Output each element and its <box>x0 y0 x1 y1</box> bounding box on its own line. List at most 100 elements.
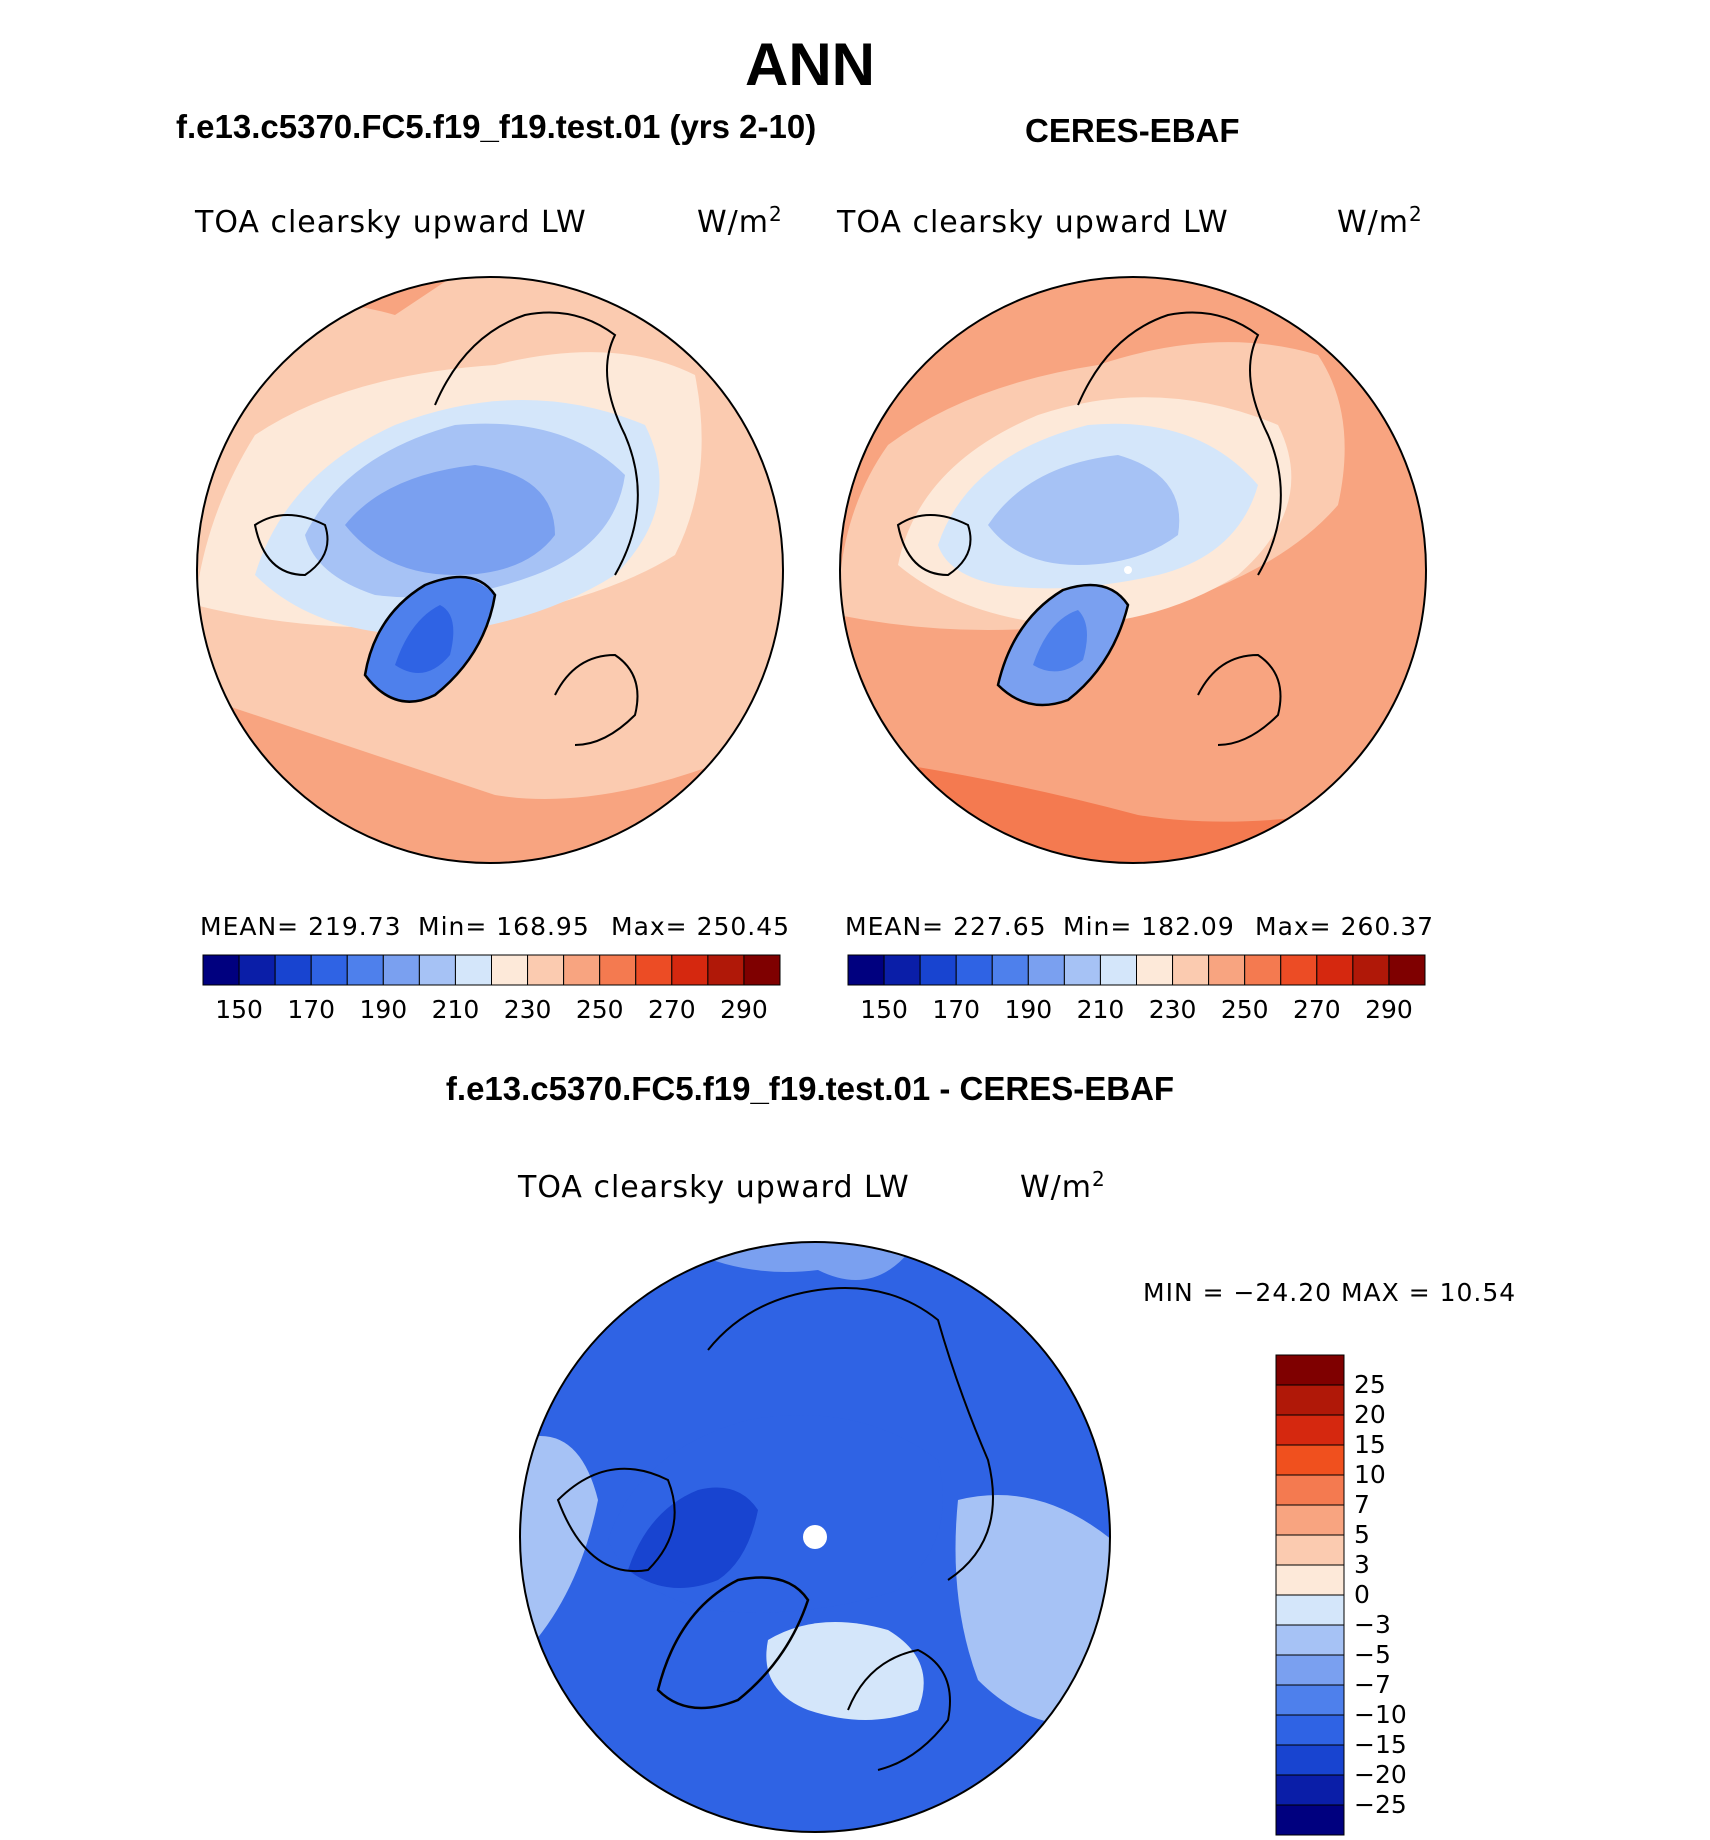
obs-region-arctic-inner <box>988 455 1180 565</box>
obs-colorbar-swatch <box>883 954 921 986</box>
obs-colorbar-tick-label: 290 <box>1365 995 1413 1024</box>
obs-colorbar-tick-label: 150 <box>860 995 908 1024</box>
test-coast-scandinavia <box>554 653 639 746</box>
test-coast-greenland <box>363 575 497 703</box>
test-colorbar-swatch <box>707 954 745 986</box>
diff-colorbar-swatch <box>1275 1504 1345 1536</box>
obs-coast-siberia <box>1077 311 1282 576</box>
obs-variable-label: TOA clearsky upward LW <box>837 205 1229 240</box>
test-max-stat: Max= 250.45 <box>611 912 791 941</box>
obs-units-label: W/m2 <box>1337 202 1423 240</box>
obs-colorbar-tick-label: 230 <box>1148 995 1197 1024</box>
obs-colorbar-tick-label: 270 <box>1292 995 1341 1024</box>
test-colorbar-swatch <box>202 954 240 986</box>
test-colorbar-swatch <box>418 954 456 986</box>
obs-colorbar-swatch <box>1136 954 1174 986</box>
obs-colorbar-swatch <box>955 954 993 986</box>
diff-colorbar-tick-label: 15 <box>1354 1430 1386 1459</box>
diff-colorbar-swatch <box>1275 1684 1345 1716</box>
obs-colorbar-swatch <box>1208 954 1246 986</box>
test-coast-siberia <box>434 311 639 576</box>
obs-colorbar-swatch <box>991 954 1029 986</box>
obs-max-stat: Max= 260.37 <box>1255 912 1435 941</box>
diff-map-border <box>519 1241 1111 1833</box>
diff-variable-label: TOA clearsky upward LW <box>518 1170 910 1205</box>
obs-min-stat: Min= 182.09 <box>1063 912 1235 941</box>
test-colorbar-tick-label: 190 <box>359 995 408 1024</box>
diff-colorbar-tick-label: 10 <box>1354 1460 1386 1489</box>
diff-colorbar-swatch <box>1275 1414 1345 1446</box>
test-colorbar-tick-label: 270 <box>647 995 696 1024</box>
diff-colorbar-swatch <box>1275 1624 1345 1656</box>
obs-map-border <box>839 276 1427 864</box>
obs-colorbar-swatch <box>1388 954 1426 986</box>
test-colorbar <box>202 954 781 986</box>
obs-colorbar-swatch <box>1172 954 1210 986</box>
diff-coast-greenland <box>656 1576 810 1710</box>
test-case-title: f.e13.c5370.FC5.f19_f19.test.01 (yrs 2-1… <box>176 108 817 145</box>
obs-colorbar-swatch <box>1063 954 1101 986</box>
diff-colorbar-swatch <box>1275 1564 1345 1596</box>
obs-colorbar-swatch <box>1316 954 1354 986</box>
diff-colorbar-swatch <box>1275 1444 1345 1476</box>
obs-colorbar-tick-label: 210 <box>1076 995 1125 1024</box>
obs-region-greenland-core <box>1033 610 1087 672</box>
obs-case-title: CERES-EBAF <box>1025 112 1240 149</box>
diff-colorbar-tick-label: −25 <box>1354 1790 1407 1819</box>
test-colorbar-swatch <box>671 954 709 986</box>
test-colorbar-swatch <box>454 954 492 986</box>
test-units-label: W/m2 <box>697 202 783 240</box>
diff-colorbar-swatch <box>1275 1744 1345 1776</box>
test-mean-stat: MEAN= 219.73 <box>200 912 402 941</box>
test-colorbar-ticks: 150 170 190 210 230 250 270 290 <box>203 995 780 1025</box>
diff-region-archipelago <box>628 1487 758 1588</box>
obs-colorbar <box>847 954 1426 986</box>
obs-colorbar-tick-label: 170 <box>932 995 981 1024</box>
test-colorbar-tick-label: 170 <box>287 995 336 1024</box>
obs-colorbar-swatch <box>1027 954 1065 986</box>
test-colorbar-tick-label: 210 <box>431 995 480 1024</box>
test-colorbar-swatch <box>743 954 781 986</box>
test-colorbar-swatch <box>599 954 637 986</box>
obs-coast-scandinavia <box>1197 653 1282 746</box>
test-colorbar-swatch <box>238 954 276 986</box>
diff-region-pacific-weak <box>520 1436 598 1660</box>
diff-colorbar-swatch <box>1275 1654 1345 1686</box>
obs-mean-stat: MEAN= 227.65 <box>845 912 1047 941</box>
obs-pole-gap <box>1124 566 1132 574</box>
diff-coast-siberia <box>707 1287 994 1581</box>
test-min-stat: Min= 168.95 <box>418 912 590 941</box>
diff-colorbar-swatch <box>1275 1804 1345 1836</box>
test-colorbar-tick-label: 290 <box>720 995 768 1024</box>
diff-minmax-stat: MIN = −24.20 MAX = 10.54 <box>1143 1278 1517 1307</box>
test-region-arctic-inner <box>345 465 555 575</box>
diff-colorbar <box>1275 1354 1345 1836</box>
test-colorbar-swatch <box>274 954 312 986</box>
diff-region-north-atlantic <box>766 1622 924 1720</box>
diff-polar-map <box>519 1241 1111 1833</box>
diff-colorbar-tick-label: 3 <box>1354 1550 1370 1579</box>
diff-colorbar-swatch <box>1275 1714 1345 1746</box>
obs-colorbar-tick-label: 250 <box>1220 995 1269 1024</box>
diff-coast-scandinavia <box>847 1648 951 1771</box>
obs-colorbar-swatch <box>1352 954 1390 986</box>
diff-colorbar-ticks: 25 20 15 10 7 5 3 0 −3 −5 −7 −10 −15 −20 −25 <box>1354 1355 1434 1835</box>
obs-colorbar-tick-label: 190 <box>1004 995 1053 1024</box>
test-colorbar-swatch <box>310 954 348 986</box>
obs-coast-canada <box>896 514 972 577</box>
diff-colorbar-tick-label: 7 <box>1354 1490 1370 1519</box>
test-colorbar-swatch <box>346 954 384 986</box>
diff-colorbar-swatch <box>1275 1774 1345 1806</box>
test-coast-canada <box>253 514 329 577</box>
test-map-border <box>196 276 784 864</box>
diff-colorbar-tick-label: 5 <box>1354 1520 1370 1549</box>
obs-polar-map <box>839 276 1427 864</box>
test-colorbar-tick-label: 250 <box>575 995 624 1024</box>
obs-colorbar-ticks: 150 170 190 210 230 250 270 290 <box>848 995 1425 1025</box>
test-colorbar-tick-label: 150 <box>215 995 263 1024</box>
diff-colorbar-tick-label: −3 <box>1354 1610 1391 1639</box>
diff-colorbar-tick-label: −15 <box>1354 1730 1407 1759</box>
diff-region-asia-weak <box>955 1495 1110 1725</box>
diff-colorbar-tick-label: −7 <box>1354 1670 1391 1699</box>
diff-colorbar-swatch <box>1275 1534 1345 1566</box>
